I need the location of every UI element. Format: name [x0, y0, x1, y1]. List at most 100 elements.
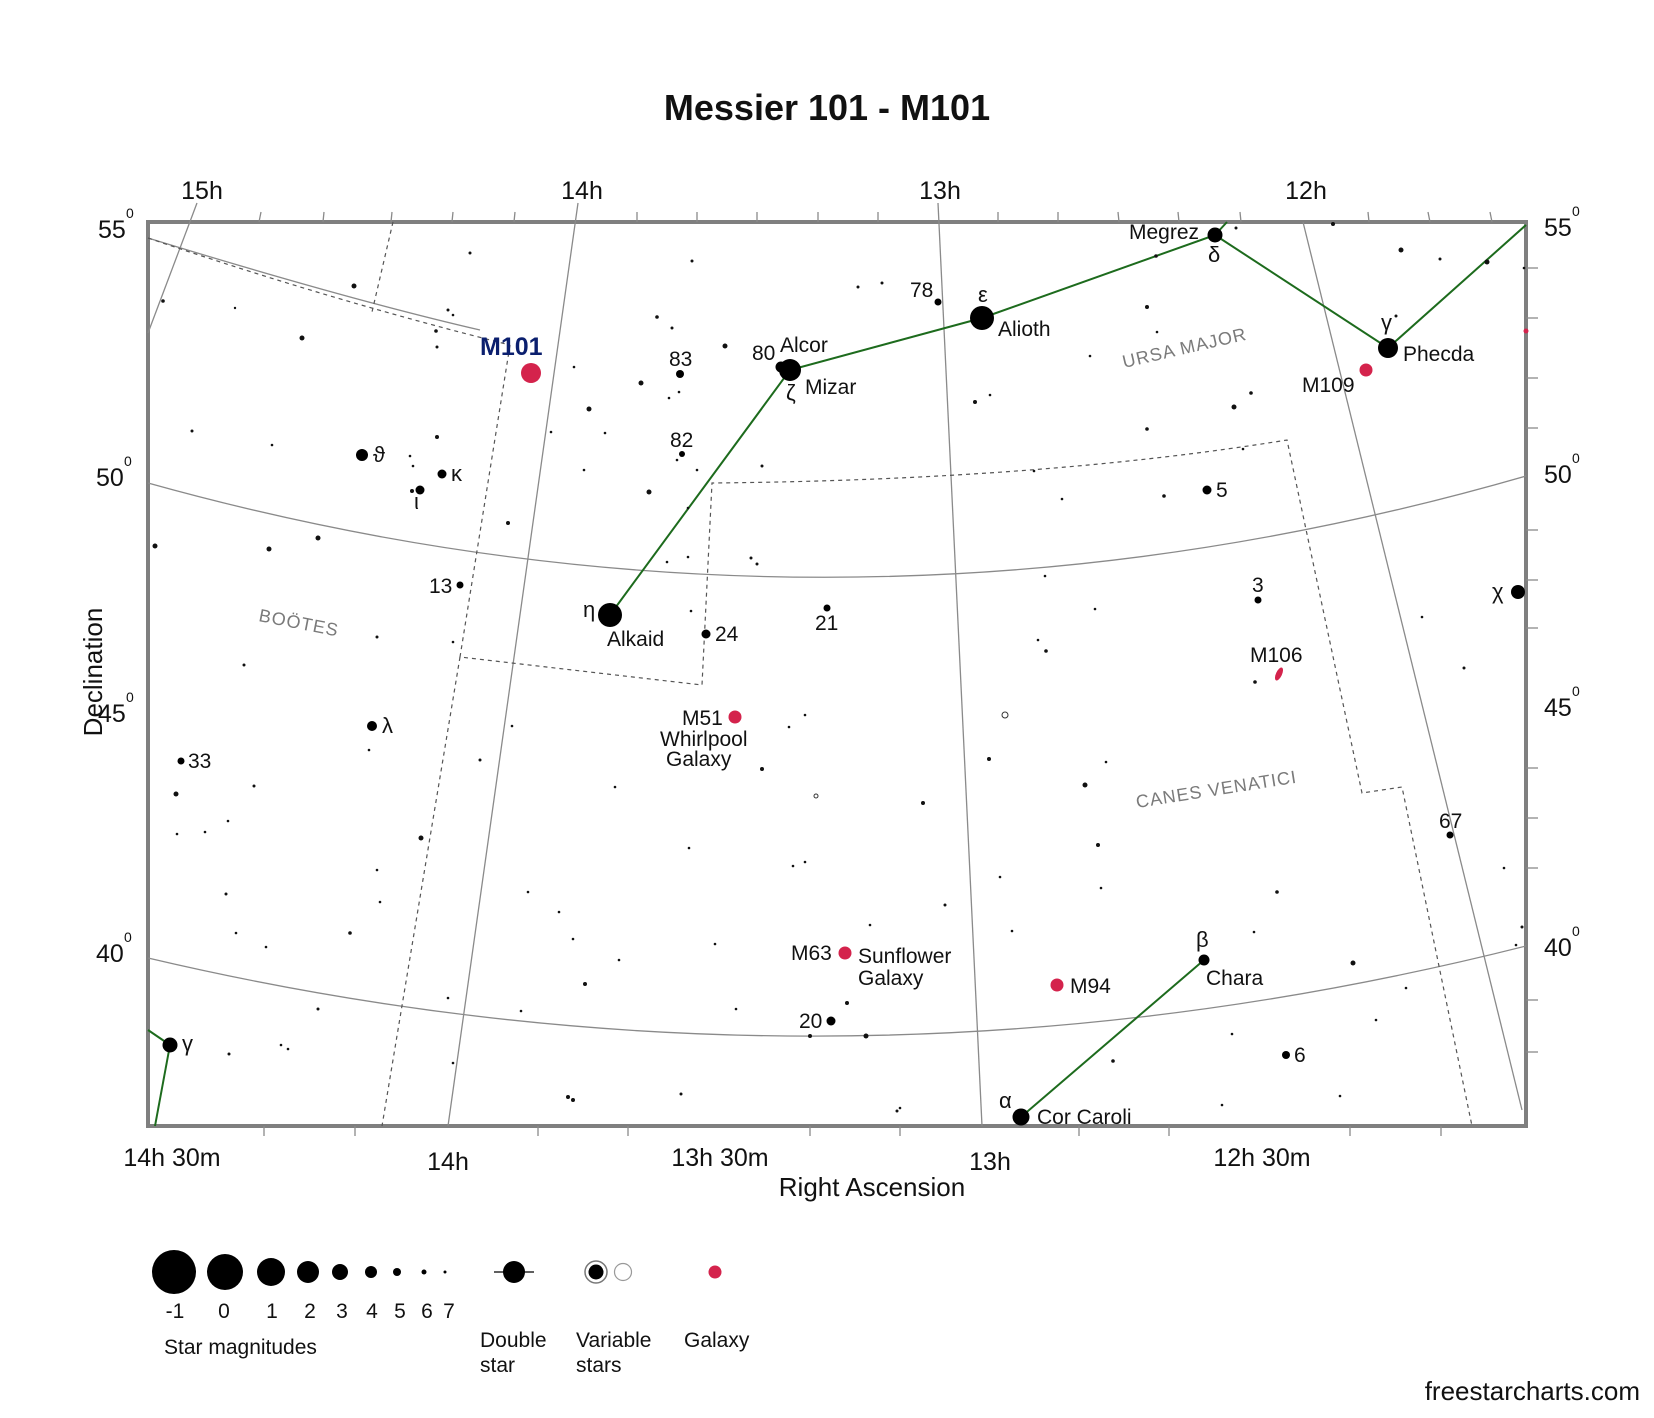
credit-text[interactable]: freestarcharts.com [1425, 1376, 1640, 1406]
star-3[interactable] [1254, 596, 1262, 604]
star-33[interactable] [177, 757, 185, 765]
legend-mag-label-5: 5 [394, 1300, 406, 1323]
const-name-canes-venatici: CANES VENATICI [1134, 767, 1298, 812]
star-theta-boo[interactable] [356, 449, 368, 461]
galaxy-m106[interactable] [1273, 666, 1284, 681]
label-mizar: Mizar [805, 376, 856, 399]
bottom-ra-12h30m: 12h 30m [1213, 1144, 1310, 1172]
label-24: 24 [715, 623, 739, 646]
star-labels: Megrez δ Alioth ε Alcor 80 Mizar ζ Alkai… [182, 221, 1504, 1129]
label-m51: M51 [682, 707, 723, 730]
bottom-ra-labels: 14h 30m 14h 13h 30m 13h 12h 30m [123, 1144, 1310, 1176]
star-lambda-boo[interactable] [367, 721, 377, 731]
dec-left-45: 45 [98, 700, 126, 728]
label-m101: M101 [480, 333, 543, 361]
star-gamma-boo[interactable] [162, 1037, 178, 1053]
galaxy-m63[interactable] [838, 946, 852, 960]
label-80: 80 [752, 342, 775, 365]
y-axis-title: Declination [78, 608, 108, 737]
label-zeta: ζ [786, 380, 796, 405]
frame-ticks [258, 211, 1538, 1136]
star-megrez[interactable] [1207, 227, 1223, 243]
ra-13h-line [937, 202, 983, 1127]
dec-left-40-sup: 0 [124, 929, 132, 945]
bottom-ra-13h30m: 13h 30m [671, 1144, 768, 1172]
galaxy-m109[interactable] [1359, 363, 1373, 377]
label-beta: β [1196, 927, 1209, 952]
label-chi: χ [1492, 579, 1504, 604]
top-ra-15h: 15h [181, 177, 223, 205]
star-21[interactable] [823, 604, 831, 612]
star-20[interactable] [826, 1016, 836, 1026]
label-m63: M63 [791, 942, 832, 965]
bottom-ra-14h30m: 14h 30m [123, 1144, 220, 1172]
top-ra-13h: 13h [919, 177, 961, 205]
galaxy-labels: M101 M109 M106 M51 Whirlpool Galaxy M63 … [480, 333, 1355, 998]
star-chi-uma[interactable] [1511, 585, 1525, 599]
label-m94: M94 [1070, 975, 1111, 998]
legend-mag-label-1: 1 [266, 1300, 278, 1323]
star-78[interactable] [934, 298, 942, 306]
star-chara[interactable] [1198, 954, 1210, 966]
chart-frame [146, 220, 1528, 1128]
legend: -1 0 1 2 3 4 5 6 7 Star magnitudes Doubl… [152, 1250, 750, 1377]
label-6: 6 [1294, 1044, 1306, 1067]
label-chara: Chara [1206, 967, 1264, 990]
legend-mag-1 [257, 1258, 285, 1286]
star-6[interactable] [1282, 1051, 1290, 1059]
magnitude-legend [152, 1250, 447, 1294]
label-78: 78 [910, 279, 933, 302]
const-name-ursa-major: URSA MAJOR [1120, 324, 1248, 372]
legend-mag-label-4: 4 [366, 1300, 378, 1323]
star-5[interactable] [1202, 485, 1212, 495]
star-67[interactable] [1446, 831, 1454, 839]
legend-mag-label-0: 0 [218, 1300, 230, 1323]
ra-15h-line [147, 202, 198, 334]
legend-mag-label-6: 6 [421, 1300, 433, 1323]
legend-mag-6 [421, 1269, 427, 1275]
label-13: 13 [429, 575, 452, 598]
legend-mag--1 [152, 1250, 196, 1294]
ra-12h-line [1302, 221, 1523, 1111]
label-megrez: Megrez [1129, 221, 1199, 244]
chara-cor-caroli-line [1020, 959, 1205, 1118]
star-alioth[interactable] [970, 306, 994, 330]
star-82[interactable] [679, 451, 685, 457]
star-13[interactable] [456, 581, 464, 589]
star-cor-caroli[interactable] [1012, 1108, 1030, 1126]
label-m109: M109 [1302, 374, 1355, 397]
dec-55-line [147, 237, 481, 331]
star-phecda[interactable] [1378, 338, 1398, 358]
label-gamma-uma: γ [1381, 310, 1392, 335]
label-iota: ι [414, 489, 419, 514]
boundary-boo-cvn [459, 344, 1473, 1127]
star-iota-boo[interactable] [415, 485, 425, 495]
star-alcor[interactable] [775, 361, 787, 373]
chart-title: Messier 101 - M101 [664, 87, 990, 128]
label-epsilon: ε [978, 282, 988, 307]
label-m106: M106 [1250, 644, 1303, 667]
top-ra-14h: 14h [561, 177, 603, 205]
star-alkaid[interactable] [598, 603, 622, 627]
dec-right-40-sup: 0 [1572, 923, 1580, 939]
legend-mag-2 [297, 1261, 319, 1283]
label-eta: η [583, 597, 595, 622]
star-24[interactable] [701, 629, 711, 639]
dec-left-50: 50 [96, 464, 124, 492]
galaxy-m94[interactable] [1050, 978, 1064, 992]
galaxy-m51[interactable] [728, 710, 742, 724]
legend-mag-7 [443, 1270, 447, 1274]
star-kappa-boo[interactable] [437, 469, 447, 479]
legend-variable-stars [584, 1260, 633, 1284]
galaxy-m101[interactable] [521, 363, 541, 383]
label-whirlpool: Whirlpool [660, 728, 748, 751]
label-kappa: κ [451, 461, 463, 486]
star-83[interactable] [676, 370, 684, 378]
bottom-ra-13h: 13h [969, 1148, 1011, 1176]
boundary-uma-boo [147, 237, 511, 346]
dec-left-40: 40 [96, 940, 124, 968]
legend-mag-label-3: 3 [336, 1300, 348, 1323]
legend-mag-4 [365, 1266, 377, 1278]
label-theta: ϑ [373, 442, 385, 467]
